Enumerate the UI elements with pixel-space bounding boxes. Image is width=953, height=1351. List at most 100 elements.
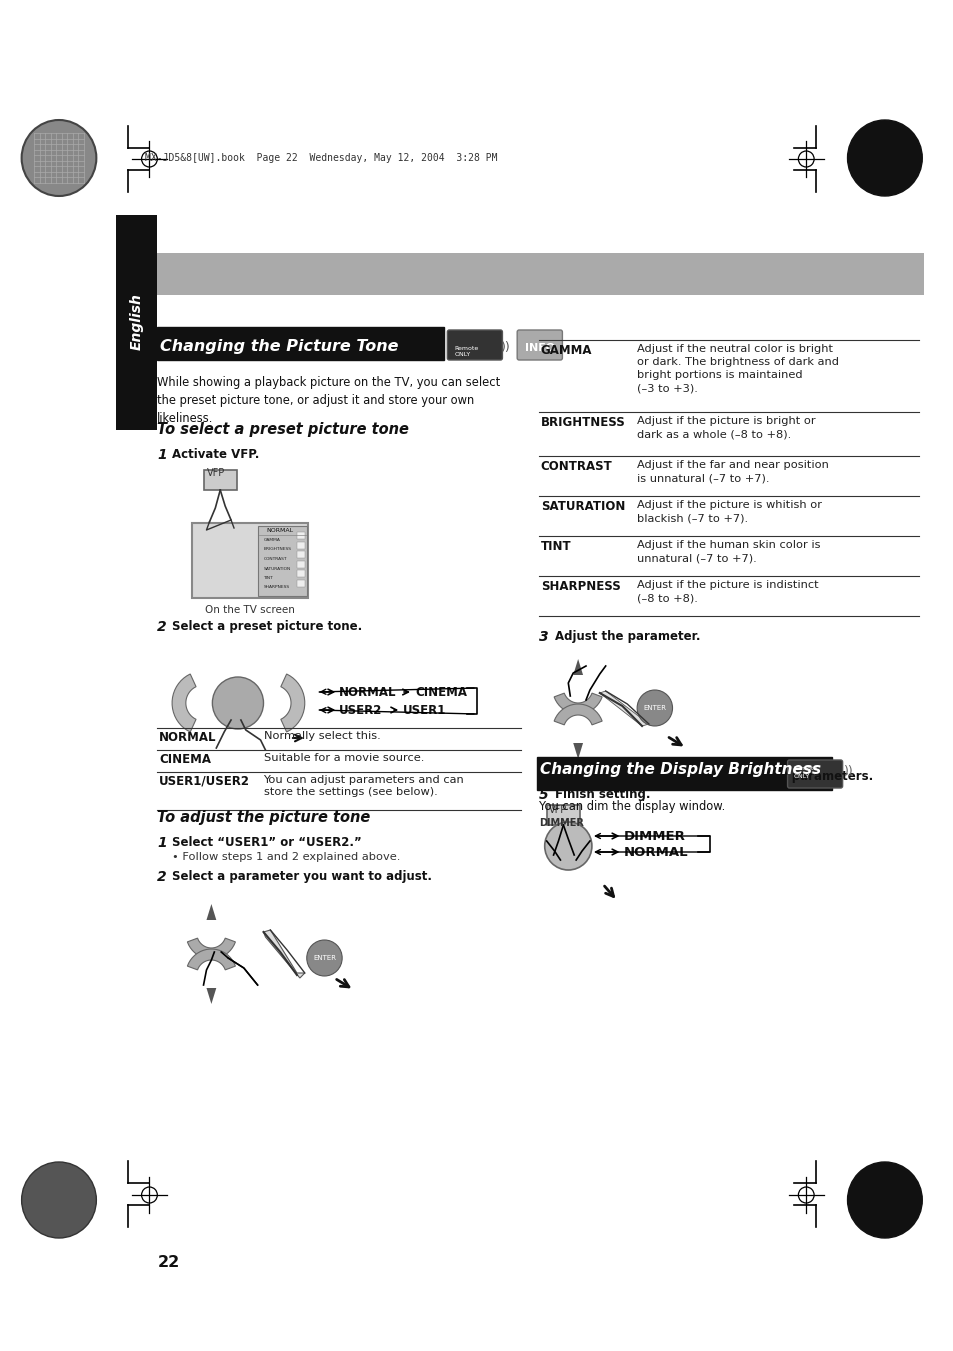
Bar xyxy=(546,805,579,825)
Text: On the TV screen: On the TV screen xyxy=(205,605,294,615)
Text: NORMAL: NORMAL xyxy=(339,685,396,698)
Text: 5: 5 xyxy=(538,788,548,802)
Text: GAMMA: GAMMA xyxy=(540,345,592,357)
Text: Finish setting.: Finish setting. xyxy=(554,788,649,801)
Text: NORMAL: NORMAL xyxy=(159,731,216,744)
Bar xyxy=(296,542,304,549)
Text: 4: 4 xyxy=(538,770,548,784)
Text: )): )) xyxy=(501,342,511,354)
Text: DIMMER: DIMMER xyxy=(622,831,684,843)
Bar xyxy=(296,570,304,577)
Text: 1: 1 xyxy=(157,449,167,462)
Polygon shape xyxy=(206,904,216,920)
Polygon shape xyxy=(263,929,304,978)
Text: Select “USER1” or “USER2.”: Select “USER1” or “USER2.” xyxy=(172,836,361,848)
Text: ONLY: ONLY xyxy=(793,774,809,780)
Bar xyxy=(296,551,304,558)
Polygon shape xyxy=(280,674,304,732)
Circle shape xyxy=(22,1162,96,1238)
Text: SHARPNESS: SHARPNESS xyxy=(263,585,290,589)
Polygon shape xyxy=(172,674,196,732)
Bar xyxy=(296,580,304,586)
Bar xyxy=(192,523,308,598)
Text: Suitable for a movie source.: Suitable for a movie source. xyxy=(263,753,423,763)
Text: VFP: VFP xyxy=(206,467,225,478)
Text: Remote: Remote xyxy=(793,766,817,771)
Text: Changing the Picture Tone: Changing the Picture Tone xyxy=(160,339,398,354)
FancyBboxPatch shape xyxy=(537,757,831,790)
Text: GAMMA: GAMMA xyxy=(263,538,280,542)
Circle shape xyxy=(307,940,342,975)
Text: SATURATION: SATURATION xyxy=(263,566,291,570)
Circle shape xyxy=(846,120,922,196)
Polygon shape xyxy=(599,690,648,725)
Bar xyxy=(116,215,157,430)
Text: Repeat steps 2 to 3 to adjust other parameters.: Repeat steps 2 to 3 to adjust other para… xyxy=(554,770,872,784)
Text: Changing the Display Brightness: Changing the Display Brightness xyxy=(539,762,821,777)
Text: VFP: VFP xyxy=(548,805,566,815)
FancyBboxPatch shape xyxy=(447,330,502,359)
Text: SATURATION: SATURATION xyxy=(540,500,624,513)
Circle shape xyxy=(22,120,96,196)
Polygon shape xyxy=(573,743,582,759)
Text: SHARPNESS: SHARPNESS xyxy=(540,580,619,593)
Polygon shape xyxy=(187,938,235,959)
FancyBboxPatch shape xyxy=(517,330,562,359)
Text: Adjust if the neutral color is bright
or dark. The brightness of dark and
bright: Adjust if the neutral color is bright or… xyxy=(637,345,839,393)
Text: BRIGHTNESS: BRIGHTNESS xyxy=(263,547,292,551)
Text: To select a preset picture tone: To select a preset picture tone xyxy=(157,422,409,436)
Text: USER2: USER2 xyxy=(339,704,382,716)
FancyBboxPatch shape xyxy=(787,761,841,788)
Text: Remote: Remote xyxy=(454,346,478,350)
Text: Normally select this.: Normally select this. xyxy=(263,731,380,740)
Text: ENTER: ENTER xyxy=(642,705,665,711)
Text: CONTRAST: CONTRAST xyxy=(540,459,612,473)
Text: While showing a playback picture on the TV, you can select
the preset picture to: While showing a playback picture on the … xyxy=(157,376,500,426)
Text: Adjust if the picture is indistinct
(–8 to +8).: Adjust if the picture is indistinct (–8 … xyxy=(637,580,818,603)
Bar xyxy=(296,532,304,539)
Text: Select a parameter you want to adjust.: Select a parameter you want to adjust. xyxy=(172,870,432,884)
Text: • Follow steps 1 and 2 explained above.: • Follow steps 1 and 2 explained above. xyxy=(172,852,400,862)
Text: Adjust if the picture is whitish or
blackish (–7 to +7).: Adjust if the picture is whitish or blac… xyxy=(637,500,821,523)
Text: English: English xyxy=(130,293,144,350)
Text: DIMMER: DIMMER xyxy=(538,817,583,828)
Bar xyxy=(203,470,236,490)
Text: MX-JD5&8[UW].book  Page 22  Wednesday, May 12, 2004  3:28 PM: MX-JD5&8[UW].book Page 22 Wednesday, May… xyxy=(145,153,497,163)
Bar xyxy=(157,253,923,295)
Text: 2: 2 xyxy=(157,870,167,884)
Text: NORMAL: NORMAL xyxy=(622,847,687,859)
Text: TINT: TINT xyxy=(540,540,571,553)
Text: USER1/USER2: USER1/USER2 xyxy=(159,775,250,788)
Text: CINEMA: CINEMA xyxy=(415,685,466,698)
Text: CONTRAST: CONTRAST xyxy=(263,557,287,561)
FancyBboxPatch shape xyxy=(157,327,444,359)
Polygon shape xyxy=(187,948,235,970)
Text: NORMAL: NORMAL xyxy=(267,528,294,534)
Text: Adjust if the human skin color is
unnatural (–7 to +7).: Adjust if the human skin color is unnatu… xyxy=(637,540,820,563)
Text: )): )) xyxy=(842,766,853,778)
Text: 1: 1 xyxy=(157,836,167,850)
Polygon shape xyxy=(554,693,601,713)
Text: BRIGHTNESS: BRIGHTNESS xyxy=(540,416,625,430)
Text: Adjust if the far and near position
is unnatural (–7 to +7).: Adjust if the far and near position is u… xyxy=(637,459,828,484)
Text: Adjust if the picture is bright or
dark as a whole (–8 to +8).: Adjust if the picture is bright or dark … xyxy=(637,416,815,439)
Text: Activate VFP.: Activate VFP. xyxy=(172,449,259,461)
Polygon shape xyxy=(573,659,582,676)
Text: INFO: INFO xyxy=(524,343,555,353)
Text: 3: 3 xyxy=(538,630,548,644)
Bar xyxy=(257,526,307,596)
Text: Adjust the parameter.: Adjust the parameter. xyxy=(554,630,700,643)
Polygon shape xyxy=(554,704,601,725)
Text: To adjust the picture tone: To adjust the picture tone xyxy=(157,811,370,825)
Text: 2: 2 xyxy=(157,620,167,634)
Circle shape xyxy=(846,1162,922,1238)
Text: ONLY: ONLY xyxy=(454,351,470,357)
Text: USER1: USER1 xyxy=(403,704,446,716)
Text: TINT: TINT xyxy=(263,576,273,580)
Circle shape xyxy=(637,690,672,725)
Text: 22: 22 xyxy=(157,1255,179,1270)
Text: Select a preset picture tone.: Select a preset picture tone. xyxy=(172,620,362,634)
Polygon shape xyxy=(206,988,216,1004)
Bar xyxy=(296,561,304,567)
Text: ENTER: ENTER xyxy=(313,955,335,961)
